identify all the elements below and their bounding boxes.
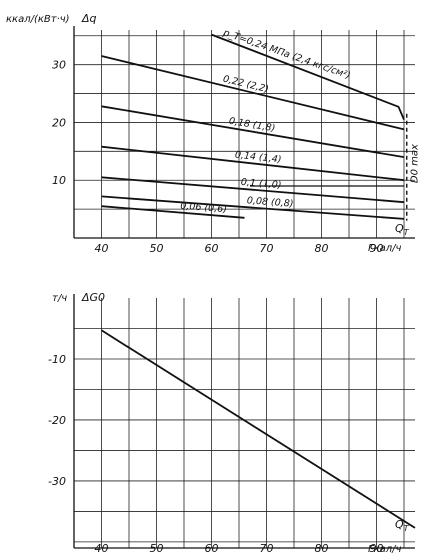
series-line [101, 55, 405, 131]
series-line [101, 195, 405, 220]
series-label: 0,08 (0,8) [246, 195, 293, 209]
limit-label: D0 max [410, 144, 421, 183]
y-tick-label: 20 [52, 116, 66, 129]
series-line [211, 33, 405, 120]
x-tick-label: 40 [95, 542, 109, 555]
series-label: 0,14 (1,4) [234, 150, 282, 166]
series-line [101, 105, 405, 158]
top-plot: 40 50 60 70 80 90 10 20 30 ккал/(кВт·ч) Δq Гкал/ч QT… [6, 12, 421, 255]
series-line [101, 176, 405, 204]
x-axis-symbol-subscript: T [404, 228, 410, 237]
series-label: 0,06 (0,6) [180, 201, 227, 216]
x-tick-label: 60 [205, 542, 219, 555]
y-tick-label: 30 [52, 59, 66, 72]
x-tick-label: 90 [370, 242, 384, 255]
series-label: 0,22 (2,2) [222, 74, 270, 96]
series-line [101, 145, 405, 182]
x-axis-label: Гкал/ч [368, 243, 402, 254]
x-tick-label: 70 [260, 242, 274, 255]
x-axis-symbol: QT [395, 222, 410, 237]
x-tick-label: 90 [370, 542, 384, 555]
series-label: 0,1 (1,0) [240, 177, 281, 191]
y-axis-label: ккал/(кВт·ч) [6, 14, 70, 25]
y-tick-label: -20 [48, 414, 66, 427]
y-tick-label: -10 [48, 353, 66, 366]
y-axis-label: т/ч [52, 293, 67, 304]
series-line [101, 329, 416, 529]
x-tick-label: 50 [150, 242, 164, 255]
y-tick-label: 10 [52, 174, 66, 187]
x-tick-label: 60 [205, 242, 219, 255]
x-tick-label: 80 [315, 242, 329, 255]
y-axis-symbol: Δq [81, 12, 97, 25]
series-label: p_T=0,24 МПа (2,4 кгс/см²) [221, 27, 352, 82]
x-tick-label: 80 [315, 542, 329, 555]
series-line [101, 205, 245, 219]
y-axis-symbol: ΔG0 [81, 291, 105, 304]
x-tick-label: 50 [150, 542, 164, 555]
x-tick-label: 70 [260, 542, 274, 555]
x-axis-symbol-subscript: T [404, 524, 410, 533]
x-axis-label: Гкал/ч [368, 544, 402, 555]
x-tick-label: 40 [95, 242, 109, 255]
y-tick-label: -30 [48, 475, 66, 488]
